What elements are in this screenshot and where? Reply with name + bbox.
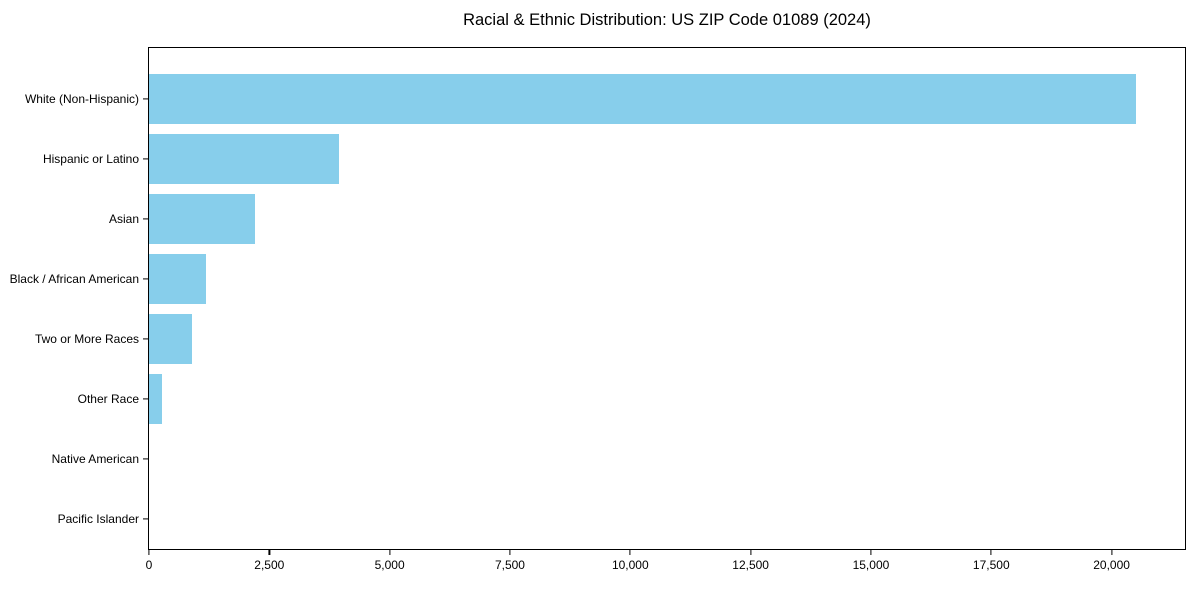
y-tick-mark [143,98,148,100]
x-tick-label: 5,000 [374,558,405,572]
y-tick-label: Native American [51,452,139,466]
y-tick-label: White (Non-Hispanic) [24,92,139,106]
bar-row: White (Non-Hispanic) [25,69,1185,129]
y-tick-mark [143,518,148,520]
x-tick-mark [990,550,992,555]
x-tick-mark [389,550,391,555]
bar-rows-container: White (Non-Hispanic) Hispanic or Latino As… [10,69,1185,549]
y-tick-mark [143,218,148,220]
x-tick-label: 15,000 [852,558,890,572]
bar [149,254,206,304]
bar-row: Hispanic or Latino [43,129,1185,189]
bar-row: Other Race [78,369,1185,429]
x-tick-mark [1111,550,1113,555]
y-tick-label: Pacific Islander [57,512,139,526]
bar-row: Two or More Races [35,309,1185,369]
x-tick-label: 2,500 [254,558,285,572]
y-tick-mark [143,158,148,160]
bar [149,74,1136,124]
x-tick-label: 10,000 [611,558,649,572]
x-tick-mark [870,550,872,555]
plot-area: White (Non-Hispanic) Hispanic or Latino As… [10,47,1186,572]
y-tick-mark [143,338,148,340]
x-tick-label: 12,500 [732,558,769,572]
bar-row: Asian [109,189,1185,249]
x-tick-mark [509,550,511,555]
x-tick-label: 0 [145,558,153,572]
y-tick-label: Asian [108,212,139,226]
bar [149,134,340,184]
y-tick-label: Other Race [77,392,139,406]
bar [149,314,192,364]
x-tick-mark [268,550,270,555]
bar-row: Native American [52,429,1185,489]
x-tick-label: 7,500 [494,558,525,572]
x-tick-mark [629,550,631,555]
x-tick-mark [750,550,752,555]
bar-row: Black / African American [10,249,1185,309]
bar [149,374,162,424]
y-tick-label: Hispanic or Latino [42,152,139,166]
x-tick-label: 17,500 [972,558,1010,572]
y-tick-label: Two or More Races [34,332,139,346]
y-tick-mark [143,458,148,460]
x-tick-mark [148,550,150,555]
bar [149,194,255,244]
y-tick-mark [143,278,148,280]
x-tick-label: 20,000 [1093,558,1130,572]
y-tick-mark [143,398,148,400]
x-axis: 0 2,500 5,000 7,500 10,000 12,500 15,000 17,500… [145,549,1185,579]
chart-title: Racial & Ethnic Distribution: US ZIP Cod… [463,11,871,29]
bar-row: Pacific Islander [58,489,1185,549]
y-tick-label: Black / African American [9,272,139,286]
